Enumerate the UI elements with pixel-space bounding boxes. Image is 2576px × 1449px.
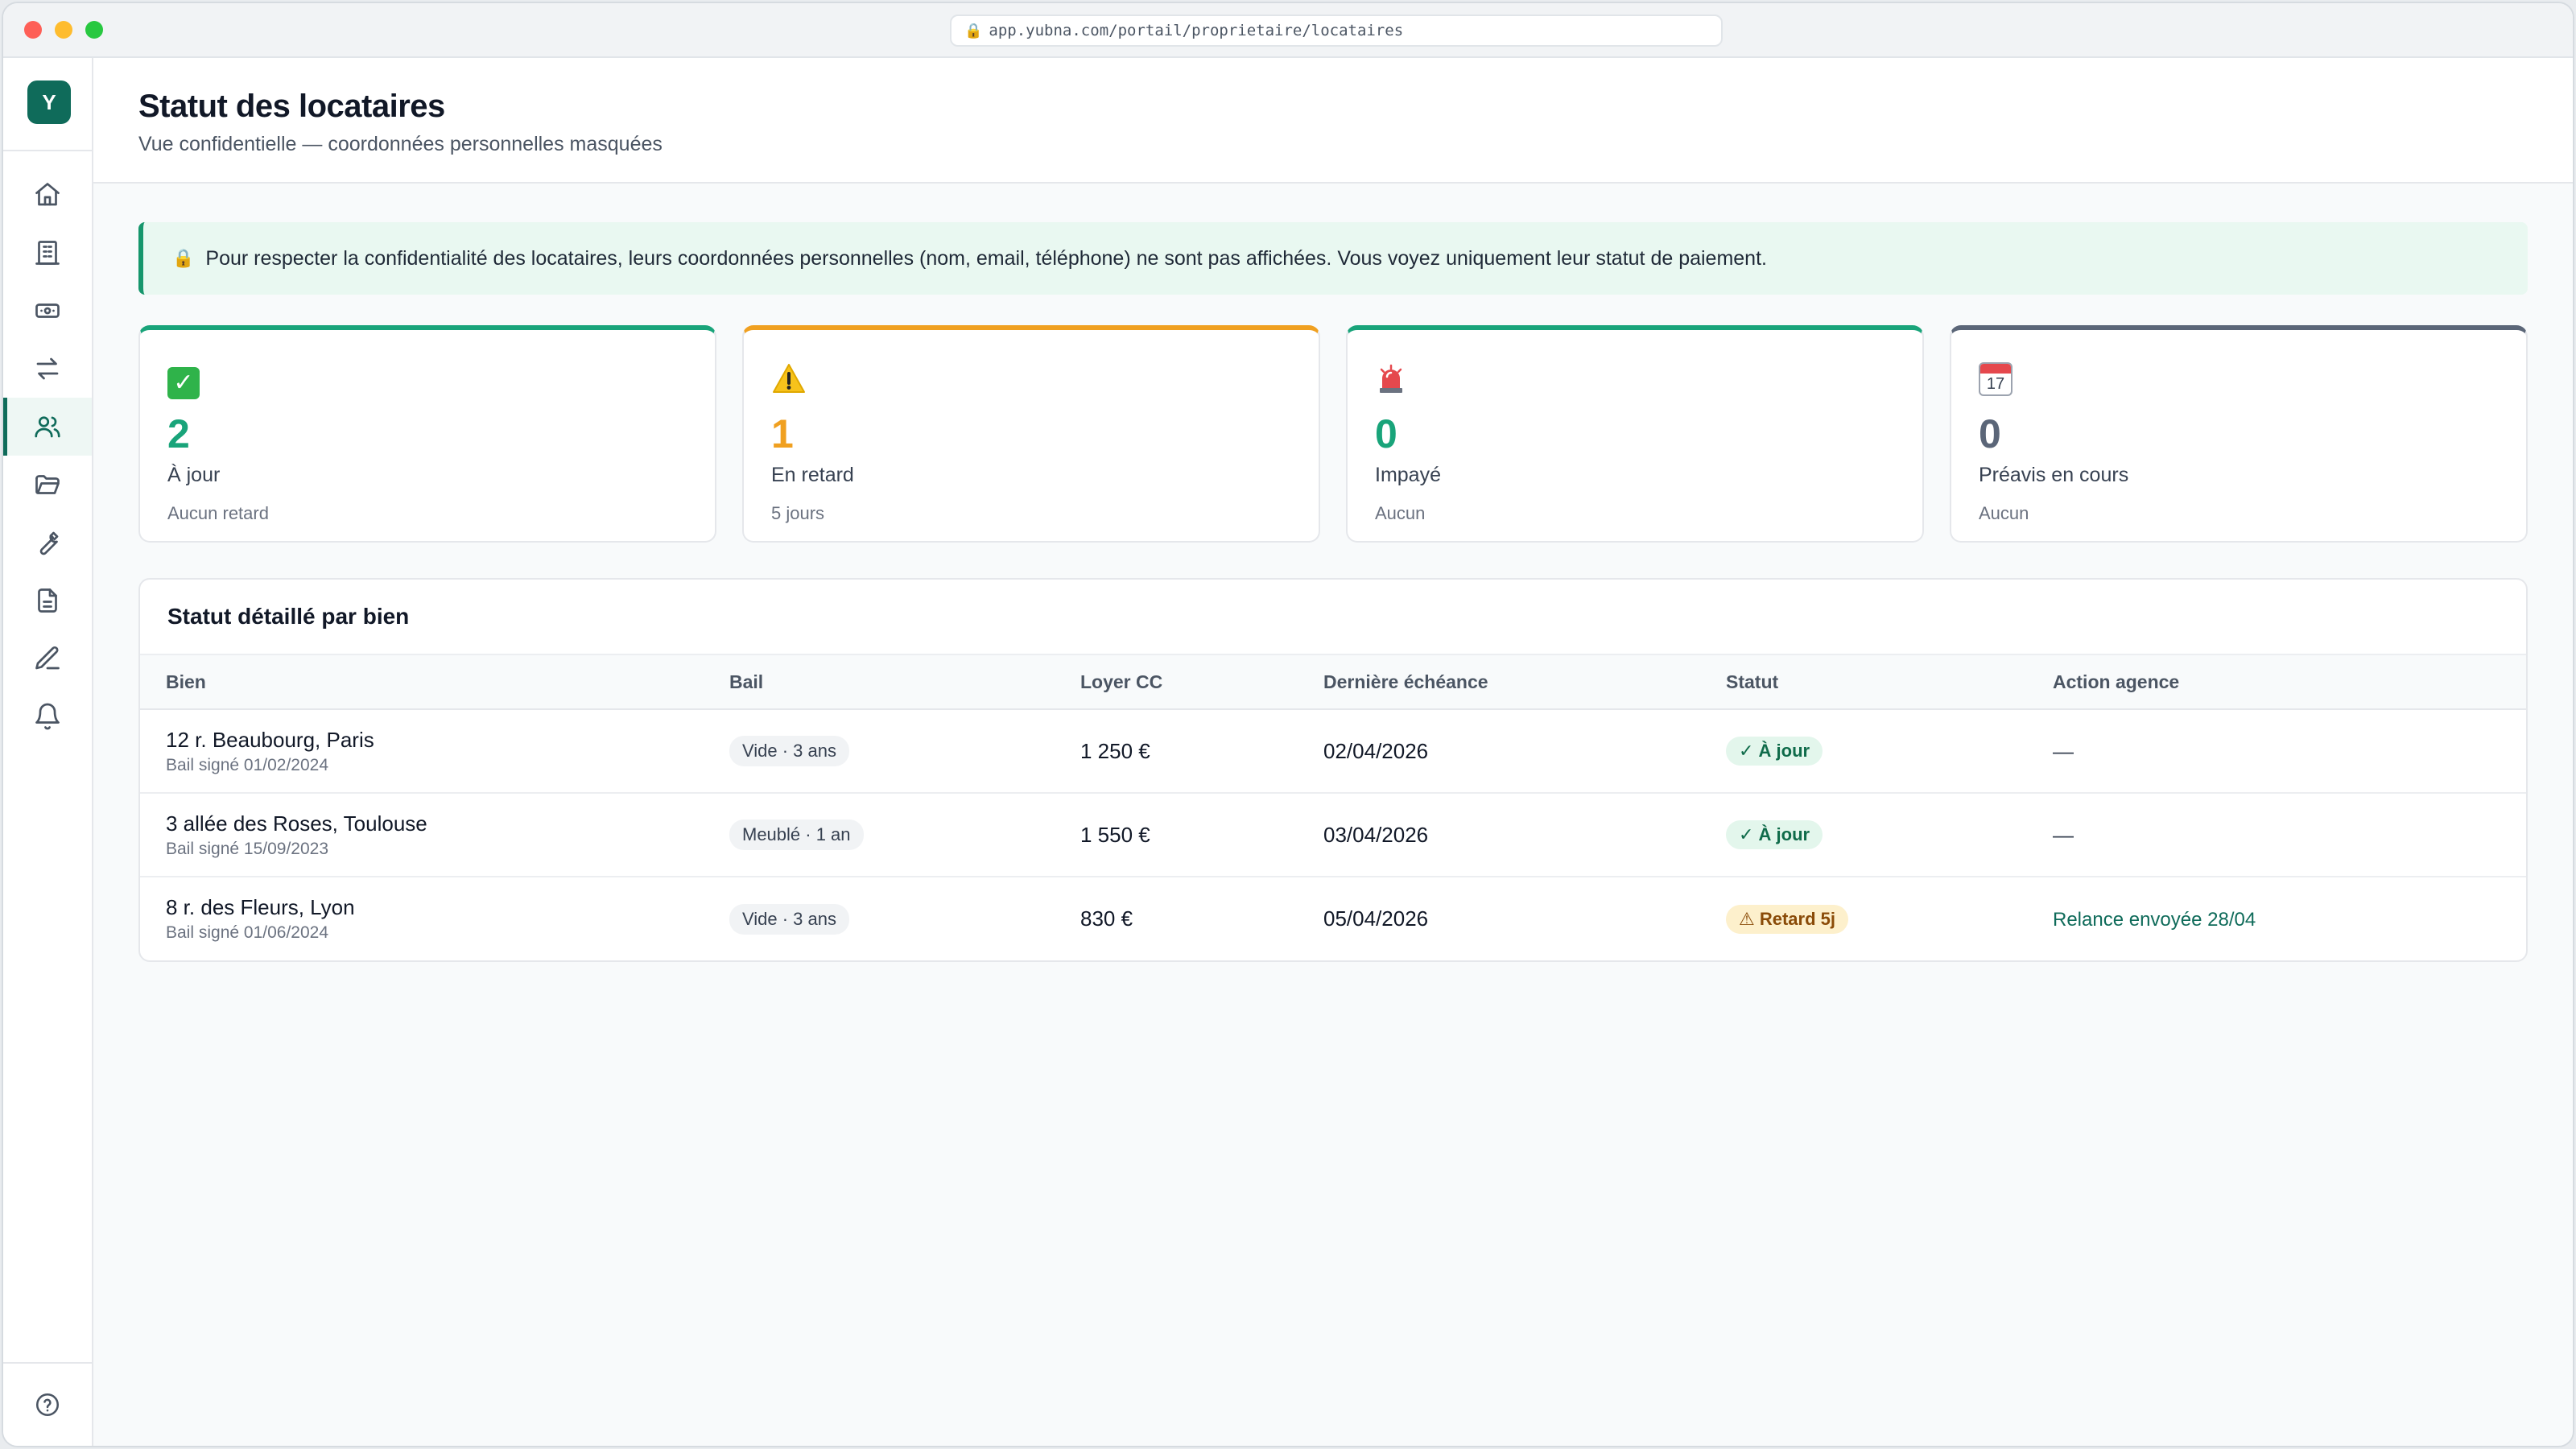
card-subtext: 5 jours [771, 503, 825, 523]
lock-icon: 🔒 [964, 22, 983, 39]
address-bar[interactable]: 🔒 app.yubna.com/portail/proprietaire/loc… [950, 14, 1723, 47]
summary-card-notice-period: 17 0 Préavis en cours Aucun [1950, 325, 2528, 543]
calendar-icon: 17 [1979, 362, 2013, 396]
sidebar-item-documents-folder[interactable] [3, 456, 92, 514]
column-header-echeance: Dernière échéance [1323, 671, 1488, 692]
sidebar-divider [3, 1362, 92, 1364]
card-value: 0 [1375, 411, 1397, 456]
browser-titlebar: 🔒 app.yubna.com/portail/proprietaire/loc… [3, 3, 2573, 58]
siren-icon [1380, 364, 1402, 393]
column-header-loyer: Loyer CC [1080, 671, 1163, 692]
table-header-row: Bien Bail Loyer CC Dernière échéance Sta… [140, 654, 2526, 709]
last-due-date: 02/04/2026 [1323, 738, 1429, 763]
users-icon [35, 416, 60, 438]
table-row[interactable]: 3 allée des Roses, Toulouse Bail signé 15… [140, 793, 2526, 877]
agency-action: — [2053, 738, 2074, 763]
card-subtext: Aucun retard [167, 503, 269, 523]
agency-action: — [2053, 822, 2074, 847]
help-circle-icon [35, 1393, 60, 1417]
home-icon [35, 183, 60, 206]
minimize-window-button[interactable] [55, 21, 72, 39]
lease-type-pill: Vide · 3 ans [729, 903, 850, 935]
column-header-bail: Bail [729, 671, 764, 692]
pen-icon [35, 646, 60, 670]
last-due-date: 05/04/2026 [1323, 906, 1429, 931]
page-body: 🔒 Pour respecter la confidentialité des … [93, 184, 2573, 962]
table-title: Statut détaillé par bien [167, 604, 410, 629]
sidebar-item-home[interactable] [3, 166, 92, 224]
card-label: À jour [167, 464, 221, 486]
app-logo[interactable]: Y [27, 80, 71, 124]
property-status-table-card: Statut détaillé par bien Bien Bail Loyer… [138, 578, 2528, 962]
wrench-icon [39, 531, 59, 555]
url-text: app.yubna.com/portail/proprietaire/locat… [989, 22, 1404, 39]
card-value: 0 [1979, 411, 2001, 456]
folder-icon [35, 475, 60, 494]
status-badge: ⚠ Retard 5j [1726, 904, 1848, 934]
sidebar-item-transactions[interactable] [3, 340, 92, 398]
card-label: Préavis en cours [1979, 464, 2129, 486]
last-due-date: 03/04/2026 [1323, 822, 1429, 847]
property-address: 3 allée des Roses, Toulouse [166, 811, 427, 836]
column-header-statut: Statut [1726, 671, 1779, 692]
property-address: 8 r. des Fleurs, Lyon [166, 895, 355, 919]
status-badge: ✓ À jour [1726, 737, 1823, 766]
sidebar-item-notifications[interactable] [3, 687, 92, 745]
main-content: Statut des locataires Vue confidentielle… [93, 58, 2573, 1446]
bell-icon [35, 703, 60, 730]
card-subtext: Aucun [1979, 503, 2029, 523]
transfer-icon [36, 357, 59, 380]
sidebar: Y [3, 58, 93, 1446]
sidebar-item-signatures[interactable] [3, 630, 92, 687]
check-mark-icon: ✓ [167, 367, 200, 399]
table-row[interactable]: 12 r. Beaubourg, Paris Bail signé 01/02/2… [140, 709, 2526, 793]
lease-signed-date: Bail signé 15/09/2023 [166, 839, 328, 858]
warning-icon [773, 364, 805, 393]
sidebar-item-payments[interactable] [3, 282, 92, 340]
help-button[interactable] [3, 1383, 92, 1426]
agency-action-link[interactable]: Relance envoyée 28/04 [2053, 909, 2256, 931]
rent-amount: 830 € [1080, 906, 1133, 931]
sidebar-item-maintenance[interactable] [3, 514, 92, 572]
card-label: Impayé [1375, 464, 1441, 486]
privacy-notice-text: Pour respecter la confidentialité des lo… [205, 246, 1767, 270]
banknote-icon [35, 303, 60, 318]
lease-signed-date: Bail signé 01/02/2024 [166, 755, 328, 774]
card-subtext: Aucun [1375, 503, 1426, 523]
column-header-bien: Bien [166, 671, 206, 692]
sidebar-item-properties[interactable] [3, 224, 92, 282]
zoom-window-button[interactable] [85, 21, 103, 39]
lock-icon: 🔒 [172, 248, 195, 268]
sidebar-item-reports[interactable] [3, 572, 92, 630]
sidebar-divider [3, 150, 92, 151]
lease-type-pill: Vide · 3 ans [729, 736, 850, 766]
lease-type-pill: Meublé · 1 an [729, 819, 864, 850]
page-subtitle: Vue confidentielle — coordonnées personn… [138, 133, 663, 155]
privacy-notice: 🔒 Pour respecter la confidentialité des … [138, 222, 2528, 295]
page-title: Statut des locataires [138, 89, 445, 124]
summary-card-late: 1 En retard 5 jours [742, 325, 1320, 543]
status-badge: ✓ À jour [1726, 820, 1823, 849]
lease-signed-date: Bail signé 01/06/2024 [166, 923, 328, 942]
card-value: 1 [771, 411, 794, 456]
summary-card-up-to-date: ✓ 2 À jour Aucun retard [138, 325, 716, 543]
summary-card-unpaid: 0 Impayé Aucun [1346, 325, 1924, 543]
rent-amount: 1 250 € [1080, 738, 1150, 763]
document-icon [38, 588, 57, 613]
sidebar-item-tenants[interactable] [3, 398, 92, 456]
page-header: Statut des locataires Vue confidentielle… [93, 58, 2573, 184]
status-summary-cards: ✓ 2 À jour Aucun retard 1 En retard 5 jo… [138, 325, 2528, 543]
building-icon [35, 241, 60, 265]
table-row[interactable]: 8 r. des Fleurs, Lyon Bail signé 01/06/20… [140, 877, 2526, 960]
sidebar-nav [3, 166, 92, 745]
close-window-button[interactable] [24, 21, 42, 39]
window-controls [24, 21, 103, 39]
column-header-action: Action agence [2053, 671, 2180, 692]
property-address: 12 r. Beaubourg, Paris [166, 727, 374, 752]
card-label: En retard [771, 464, 854, 486]
property-status-table: Bien Bail Loyer CC Dernière échéance Sta… [140, 654, 2526, 960]
rent-amount: 1 550 € [1080, 822, 1150, 847]
card-value: 2 [167, 411, 190, 456]
